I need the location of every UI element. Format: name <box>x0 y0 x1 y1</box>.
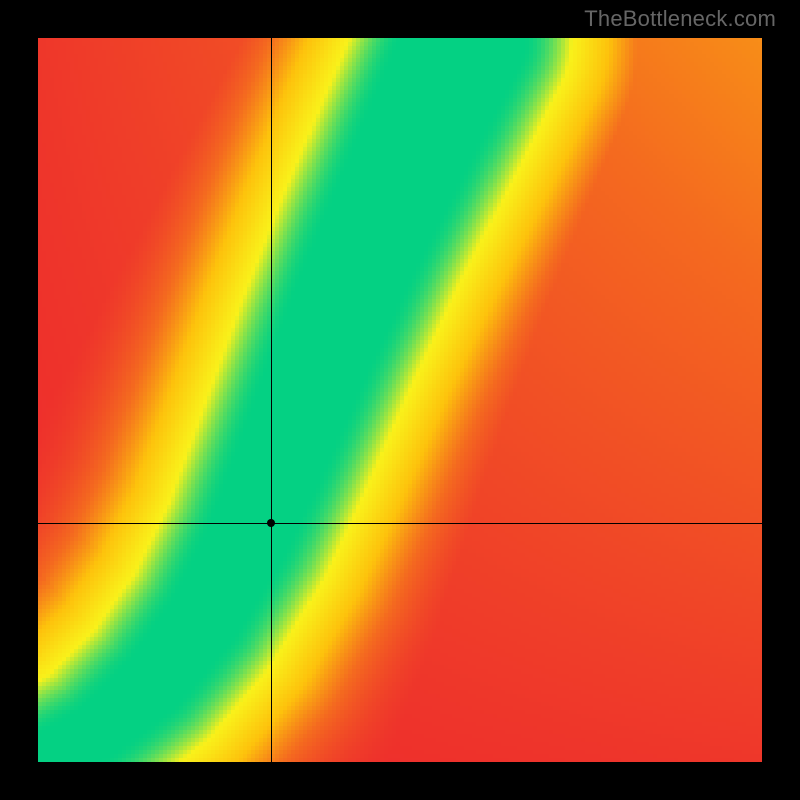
heatmap-plot <box>38 38 762 762</box>
heatmap-canvas <box>38 38 762 762</box>
crosshair-vertical <box>271 38 272 762</box>
crosshair-marker <box>267 519 275 527</box>
crosshair-horizontal <box>38 523 762 524</box>
watermark-text: TheBottleneck.com <box>584 6 776 32</box>
